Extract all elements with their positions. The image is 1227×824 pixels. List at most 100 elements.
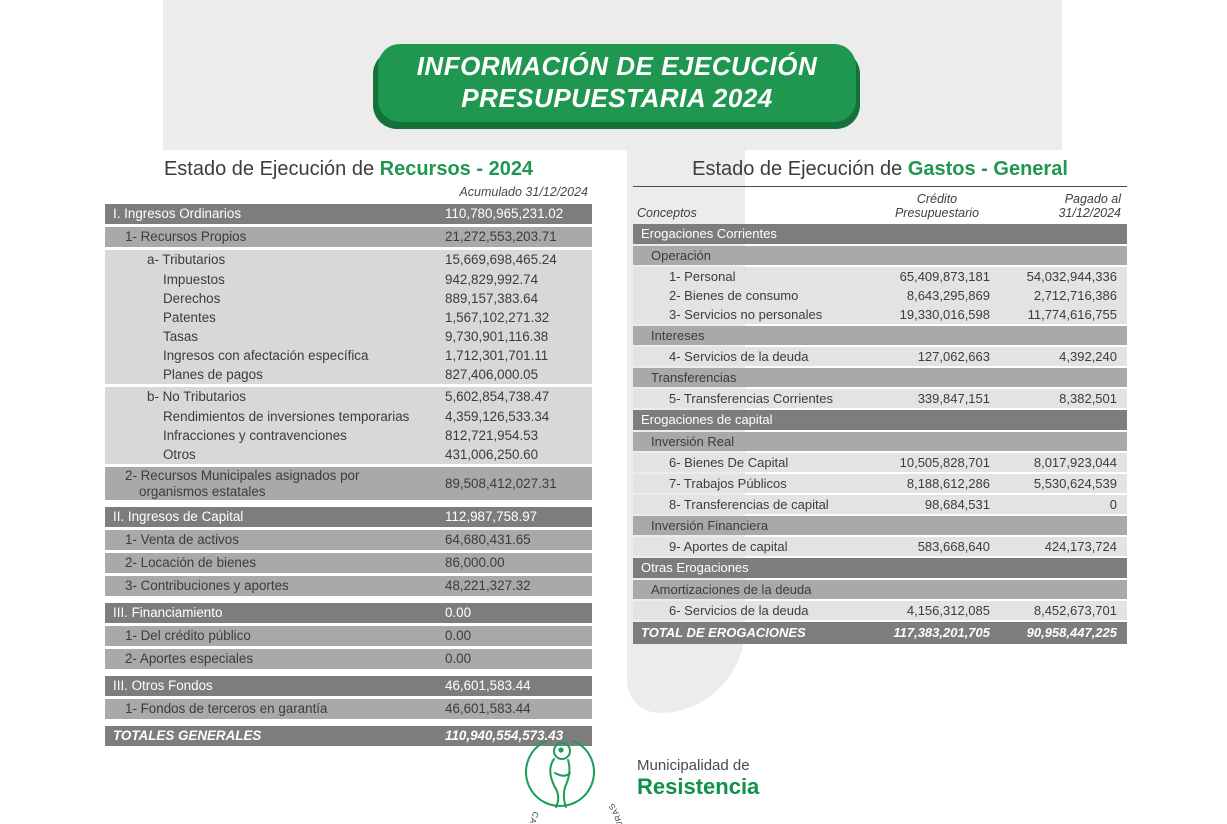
row-value: 46,601,583.44 <box>445 678 531 694</box>
row-value: 339,847,151 <box>917 390 990 406</box>
row-label: II. Ingresos de Capital <box>113 509 244 525</box>
col-header-credito-line2: Presupuestario <box>894 206 980 220</box>
row-label: Inversión Real <box>651 433 735 449</box>
row-value: 117,383,201,705 <box>893 625 990 641</box>
gastos-title: Estado de Ejecución de Gastos - General <box>633 158 1127 187</box>
table-row: 5- Transferencias Corrientes 339,847,151 8… <box>633 389 1127 408</box>
table-row: II. Ingresos de Capital 112,987,758.97 <box>105 507 592 527</box>
row-label: Ingresos con afectación específica <box>163 347 369 363</box>
row-value <box>856 558 1000 578</box>
row-value: 1,567,102,271.32 <box>445 309 550 325</box>
row-label: Tasas <box>163 328 198 344</box>
logo-arc-text: CAPITAL NACIONAL DE LAS ESCULTURAS <box>527 801 625 824</box>
row-value: 90,958,447,225 <box>1026 625 1117 641</box>
organization-name: Municipalidad de Resistencia <box>637 757 759 799</box>
table-row: Planes de pagos 827,406,000.05 <box>105 365 592 384</box>
table-row: Intereses <box>633 326 1127 345</box>
table-row: Erogaciones de capital <box>633 410 1127 430</box>
recursos-title: Estado de Ejecución de Recursos - 2024 <box>105 158 592 181</box>
row-value <box>1002 224 1127 244</box>
row-label: 3- Contribuciones y aportes <box>125 578 289 594</box>
row-value: 15,669,698,465.24 <box>445 252 557 268</box>
table-row: 9- Aportes de capital 583,668,640 424,173,… <box>633 537 1127 556</box>
recursos-column-header: Acumulado 31/12/2024 <box>459 185 588 199</box>
table-row: Derechos 889,157,383.64 <box>105 289 592 308</box>
row-label: Erogaciones de capital <box>641 412 773 428</box>
row-value: 9,730,901,116.38 <box>445 328 549 344</box>
row-label: 2- Locación de bienes <box>125 555 257 571</box>
row-value <box>1002 368 1127 387</box>
table-row: b- No Tributarios 5,602,854,738.47 <box>105 387 592 407</box>
row-value: 431,006,250.60 <box>445 446 539 462</box>
table-row: Operación <box>633 246 1127 265</box>
table-row: Impuestos 942,829,992.74 <box>105 270 592 289</box>
row-value: 2,712,716,386 <box>1033 287 1117 303</box>
table-row: Inversión Real <box>633 432 1127 451</box>
row-value <box>1002 516 1127 535</box>
row-label: Planes de pagos <box>163 366 263 382</box>
org-line2: Resistencia <box>637 774 760 799</box>
row-label: Erogaciones Corrientes <box>641 226 777 242</box>
table-row: Rendimientos de inversiones temporarias 4… <box>105 407 592 426</box>
row-value: 0 <box>1109 496 1117 512</box>
col-header-credito-line1: Crédito <box>916 192 958 206</box>
footer-logo: CAPITAL NACIONAL DE LAS ESCULTURAS Munic… <box>485 716 759 824</box>
row-value <box>856 432 1000 451</box>
row-value: 0.00 <box>445 605 472 621</box>
table-row: Patentes 1,567,102,271.32 <box>105 308 592 327</box>
row-label: Operación <box>651 247 711 263</box>
col-header-pagado: Pagado al 31/12/2024 <box>1006 192 1127 220</box>
recursos-title-prefix: Estado de Ejecución de <box>163 158 380 180</box>
table-row: a- Tributarios 15,669,698,465.24 <box>105 250 592 270</box>
row-value <box>856 580 1000 599</box>
row-value: 827,406,000.05 <box>445 366 539 382</box>
col-header-pagado-line2: 31/12/2024 <box>1058 206 1121 220</box>
row-label: TOTALES GENERALES <box>113 728 262 744</box>
row-label: Otros <box>163 446 196 462</box>
row-value: 110,780,965,231.02 <box>445 206 564 222</box>
row-value <box>1002 410 1127 430</box>
table-row: Otros 431,006,250.60 <box>105 445 592 464</box>
table-row: TOTALES GENERALES 110,940,554,573.43 <box>105 726 592 746</box>
table-row: I. Ingresos Ordinarios 110,780,965,231.02 <box>105 204 592 224</box>
row-label-line2: organismos estatales <box>139 483 266 499</box>
row-value: 424,173,724 <box>1044 538 1117 554</box>
col-header-pagado-line1: Pagado al <box>1064 192 1121 206</box>
row-label: III. Otros Fondos <box>113 678 213 694</box>
row-value: 4,156,312,085 <box>906 602 990 618</box>
table-row: 6- Bienes De Capital 10,505,828,701 8,017,… <box>633 453 1127 472</box>
row-label: Patentes <box>163 309 216 325</box>
row-value: 942,829,992.74 <box>445 271 539 287</box>
row-label: 5- Transferencias Corrientes <box>669 390 834 406</box>
row-label: Inversión Financiera <box>651 517 769 533</box>
table-row: Tasas 9,730,901,116.38 <box>105 327 592 346</box>
row-value <box>1002 580 1127 599</box>
table-row: III. Financiamiento 0.00 <box>105 603 592 623</box>
row-value: 11,774,616,755 <box>1027 306 1117 322</box>
row-value: 1,712,301,701.11 <box>445 347 549 363</box>
row-value: 110,940,554,573.43 <box>445 728 564 744</box>
row-label: 2- Bienes de consumo <box>669 287 799 303</box>
row-value <box>856 368 1000 387</box>
row-value: 89,508,412,027.31 <box>445 475 557 491</box>
table-row: 1- Fondos de terceros en garantía 46,601,… <box>105 699 592 719</box>
row-value: 21,272,553,203.71 <box>445 229 557 245</box>
row-label: 1- Del crédito público <box>125 628 251 644</box>
gastos-column-headers: Conceptos Crédito Presupuestario Pagado … <box>633 192 1127 220</box>
col-header-conceptos: Conceptos <box>637 206 697 220</box>
table-row: 2- Locación de bienes 86,000.00 <box>105 553 592 573</box>
row-label: 8- Transferencias de capital <box>669 496 829 512</box>
row-value: 54,032,944,336 <box>1026 268 1117 284</box>
row-label: a- Tributarios <box>147 252 226 268</box>
row-value <box>856 326 1000 345</box>
row-value: 8,643,295,869 <box>906 287 990 303</box>
row-label: 1- Fondos de terceros en garantía <box>125 701 328 717</box>
row-value: 4,392,240 <box>1059 348 1117 364</box>
banner-line1: INFORMACIÓN DE EJECUCIÓN <box>416 51 818 82</box>
row-value: 5,530,624,539 <box>1033 475 1117 491</box>
row-label: 6- Bienes De Capital <box>669 454 789 470</box>
row-value <box>1002 246 1127 265</box>
table-row: 2- Aportes especiales 0.00 <box>105 649 592 669</box>
row-label: TOTAL DE EROGACIONES <box>641 625 806 641</box>
